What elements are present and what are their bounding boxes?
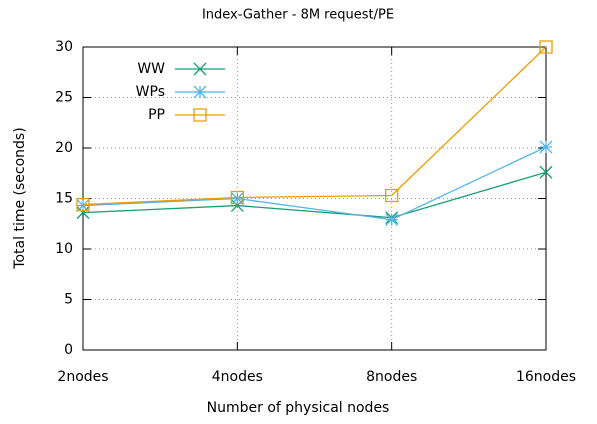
y-tick-label: 0 [64, 342, 73, 358]
y-axis-label: Total time (seconds) [12, 127, 28, 269]
marker [539, 140, 553, 154]
x-axis-label: Number of physical nodes [207, 400, 390, 416]
x-tick-label: 16nodes [516, 369, 576, 385]
x-tick-label: 2nodes [57, 369, 108, 385]
marker [76, 197, 90, 212]
chart-title: Index-Gather - 8M request/PE [202, 8, 394, 23]
legend-label: WPs [136, 84, 165, 100]
marker [230, 199, 244, 213]
legend-label: WW [137, 61, 165, 77]
marker [539, 165, 553, 179]
series-line [82, 171, 547, 219]
marker [76, 199, 90, 213]
y-tick-label: 10 [55, 241, 73, 257]
marker [230, 190, 244, 205]
marker [385, 213, 399, 227]
marker [193, 62, 207, 76]
marker [76, 206, 90, 220]
legend-label: PP [148, 107, 165, 123]
y-tick-label: 25 [55, 90, 73, 106]
series-line [82, 46, 547, 206]
y-tick-label: 5 [64, 292, 73, 308]
marker [193, 85, 207, 99]
marker [385, 188, 399, 203]
x-tick-label: 4nodes [212, 369, 263, 385]
marker [193, 108, 207, 122]
y-tick-label: 30 [55, 39, 73, 55]
y-tick-label: 20 [55, 140, 73, 156]
marker [230, 192, 244, 205]
series-line [82, 146, 547, 221]
x-tick-label: 8nodes [366, 369, 417, 385]
marker [539, 40, 553, 54]
y-tick-label: 15 [55, 191, 73, 207]
